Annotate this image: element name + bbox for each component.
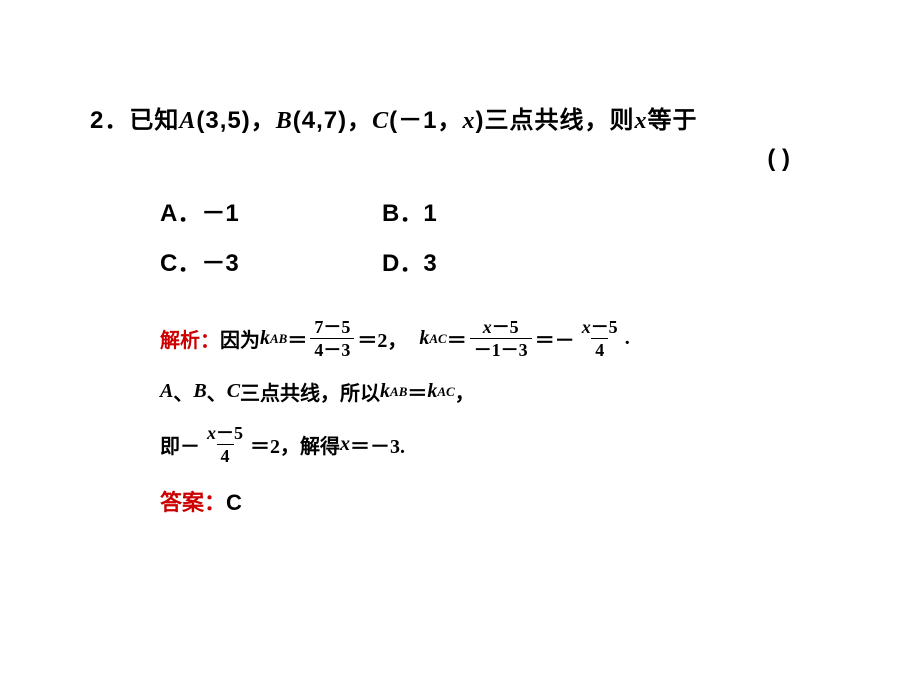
l3-var: x <box>340 433 350 456</box>
q-prefix: 已知 <box>129 107 179 134</box>
sub-ac2: AC <box>437 384 454 400</box>
l2-c: C <box>227 380 240 403</box>
point-c-name: C <box>372 108 389 134</box>
question-text: 2．已知A(3,5)，B(4,7)，C(－1，x)三点共线，则x等于 <box>90 100 830 135</box>
point-b-name: B <box>276 108 293 134</box>
eq1: ＝ <box>287 324 307 353</box>
l3-eq2: ＝2，解得 <box>250 430 340 459</box>
eq3: ＝ <box>447 324 467 353</box>
point-a-coords: (3,5) <box>196 107 250 134</box>
l3-pre: 即－ <box>160 430 200 459</box>
solution-block: 解析： 因为 kAB ＝ 7－5 4－3 ＝2， kAC ＝ x－5 －1－3 … <box>160 318 830 465</box>
q-suffix1: 三点共线，则 <box>484 107 634 134</box>
paren: ( ) <box>767 145 790 172</box>
frac2-den: －1－3 <box>470 338 532 359</box>
k3: k <box>380 380 390 403</box>
frac4-num: x－5 <box>203 424 247 444</box>
frac-4: x－5 4 <box>203 424 247 465</box>
k4: k <box>427 380 437 403</box>
frac1-den: 4－3 <box>310 338 354 359</box>
point-c-open: (－1， <box>389 107 462 134</box>
eq-neg: ＝－ <box>535 324 575 353</box>
solution-line-1: 解析： 因为 kAB ＝ 7－5 4－3 ＝2， kAC ＝ x－5 －1－3 … <box>160 318 830 359</box>
option-c: C．－3 <box>160 250 239 277</box>
sub-ab: AB <box>270 331 287 347</box>
frac3-num: x－5 <box>578 318 622 338</box>
q-varx: x <box>634 108 647 134</box>
sub-ac: AC <box>429 331 446 347</box>
options-row-1: A．－1 B．1 <box>160 193 830 228</box>
sep2: ， <box>347 107 372 134</box>
l2-s1: 、 <box>173 377 193 406</box>
frac4-den: 4 <box>217 444 234 465</box>
q-number: 2． <box>90 107 129 134</box>
frac2-num: x－5 <box>479 318 523 338</box>
comma2: ， <box>455 377 475 406</box>
sub-ab2: AB <box>390 384 407 400</box>
slide-content: 2．已知A(3,5)，B(4,7)，C(－1，x)三点共线，则x等于 ( ) A… <box>0 0 920 557</box>
frac1-num: 7－5 <box>310 318 354 338</box>
l2-a: A <box>160 380 173 403</box>
options-row-2: C．－3 D．3 <box>160 243 830 278</box>
point-c-var: x <box>462 108 475 134</box>
eq4: ＝ <box>407 377 427 406</box>
frac-1: 7－5 4－3 <box>310 318 354 359</box>
answer-block: 答案：C <box>160 485 830 517</box>
frac-3: x－5 4 <box>578 318 622 359</box>
solution-label: 解析： <box>160 324 220 353</box>
solution-line-2: A、B、C 三点共线，所以 kAB ＝ kAC ， <box>160 377 830 406</box>
frac-2: x－5 －1－3 <box>470 318 532 359</box>
l2-b: B <box>193 380 206 403</box>
period1: . <box>625 327 630 350</box>
option-b: B．1 <box>382 200 437 227</box>
answer-label: 答案： <box>160 490 226 515</box>
l2-s2: 、 <box>207 377 227 406</box>
k2: k <box>419 327 429 350</box>
point-a-name: A <box>179 108 196 134</box>
solution-line-3: 即－ x－5 4 ＝2，解得 x ＝－3. <box>160 424 830 465</box>
k1: k <box>260 327 270 350</box>
l3-result: ＝－3. <box>350 430 405 459</box>
option-d: D．3 <box>382 250 437 277</box>
l1-pre: 因为 <box>220 324 260 353</box>
option-a: A．－1 <box>160 200 239 227</box>
frac3-den: 4 <box>591 338 608 359</box>
l2-text: 三点共线，所以 <box>240 377 380 406</box>
q-suffix2: 等于 <box>647 107 697 134</box>
answer-blank: ( ) <box>90 145 830 173</box>
eq2: ＝2， <box>357 324 407 353</box>
sep1: ， <box>251 107 276 134</box>
answer-value: C <box>226 490 242 515</box>
point-b-coords: (4,7) <box>293 107 347 134</box>
